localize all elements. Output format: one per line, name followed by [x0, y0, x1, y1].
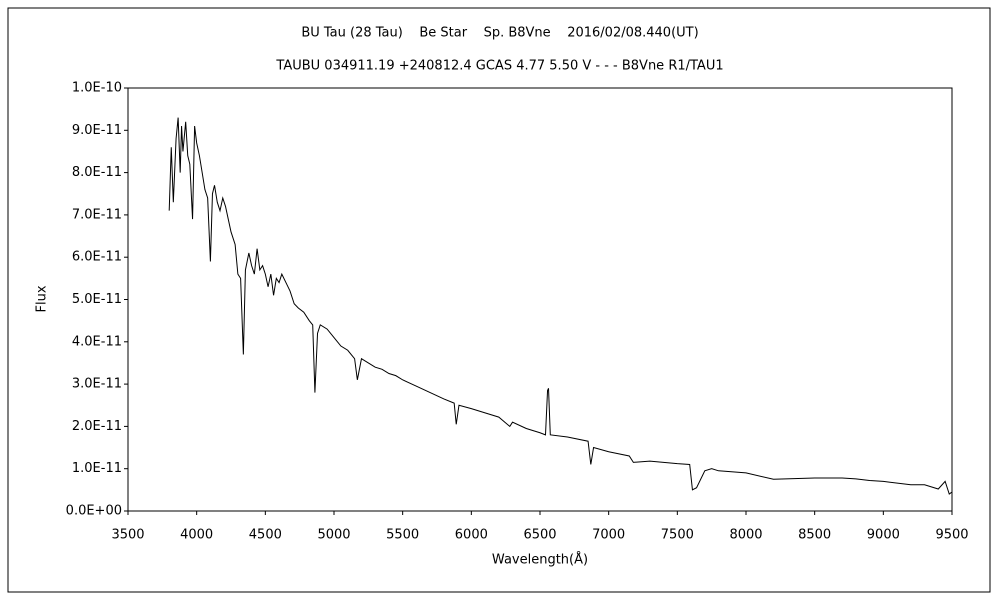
- x-axis-label: Wavelength(Å): [492, 552, 588, 568]
- x-tick-label: 4500: [249, 528, 282, 543]
- x-tick-label: 8000: [729, 528, 762, 543]
- x-tick-label: 9500: [935, 528, 968, 543]
- x-tick-label: 5500: [386, 528, 419, 543]
- y-tick-label: 1.0E-11: [72, 461, 122, 476]
- y-tick-label: 7.0E-11: [72, 207, 122, 222]
- y-tick-label: 4.0E-11: [72, 334, 122, 349]
- y-tick-label: 8.0E-11: [72, 165, 122, 180]
- y-tick-label: 9.0E-11: [72, 123, 122, 138]
- x-tick-label: 4000: [180, 528, 213, 543]
- x-tick-label: 6500: [523, 528, 556, 543]
- y-axis-label: Flux: [35, 285, 50, 312]
- x-tick-label: 6000: [455, 528, 488, 543]
- y-tick-label: 3.0E-11: [72, 377, 122, 392]
- x-tick-label: 9000: [867, 528, 900, 543]
- chart-frame: [7, 7, 991, 593]
- x-tick-label: 3500: [111, 528, 144, 543]
- x-tick-label: 5000: [317, 528, 350, 543]
- x-tick-label: 7500: [661, 528, 694, 543]
- chart-subtitle: TAUBU 034911.19 +240812.4 GCAS 4.77 5.50…: [275, 59, 723, 74]
- y-tick-label: 6.0E-11: [72, 250, 122, 265]
- spectrum-line: [168, 117, 953, 495]
- y-tick-label: 0.0E+00: [66, 504, 122, 519]
- chart-title: BU Tau (28 Tau) Be Star Sp. B8Vne 2016/0…: [301, 26, 698, 41]
- x-tick-label: 7000: [592, 528, 625, 543]
- y-tick-label: 1.0E-10: [72, 81, 122, 96]
- y-tick-label: 2.0E-11: [72, 419, 122, 434]
- x-tick-label: 8500: [798, 528, 831, 543]
- y-tick-label: 5.0E-11: [72, 292, 122, 307]
